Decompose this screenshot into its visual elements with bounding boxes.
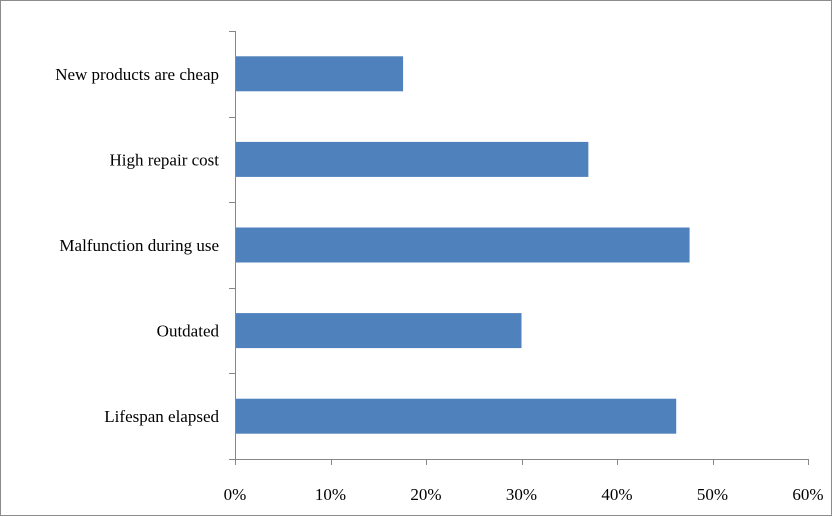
x-tick-label: 60% (792, 485, 823, 504)
x-tick-label: 40% (601, 485, 632, 504)
category-label-high-repair-cost: High repair cost (109, 150, 219, 169)
bar-high-repair-cost (235, 141, 589, 177)
x-tick-label: 0% (224, 485, 247, 504)
bar-malfunction-during-use (235, 227, 690, 263)
bar-lifespan-elapsed (235, 398, 677, 434)
category-label-new-products-are-cheap: New products are cheap (55, 65, 219, 84)
x-tick-label: 30% (506, 485, 537, 504)
labels-layer: New products are cheap High repair cost Ma… (55, 65, 823, 504)
x-tick-label: 20% (410, 485, 441, 504)
category-label-outdated: Outdated (157, 322, 220, 341)
bar-new-products-are-cheap (235, 56, 404, 92)
axes-layer (229, 31, 809, 465)
x-tick-label: 50% (697, 485, 728, 504)
bars-layer (235, 56, 690, 434)
x-tick-label: 10% (315, 485, 346, 504)
category-label-lifespan-elapsed: Lifespan elapsed (104, 407, 219, 426)
category-label-malfunction-during-use: Malfunction during use (59, 236, 219, 255)
bar-outdated (235, 313, 522, 349)
